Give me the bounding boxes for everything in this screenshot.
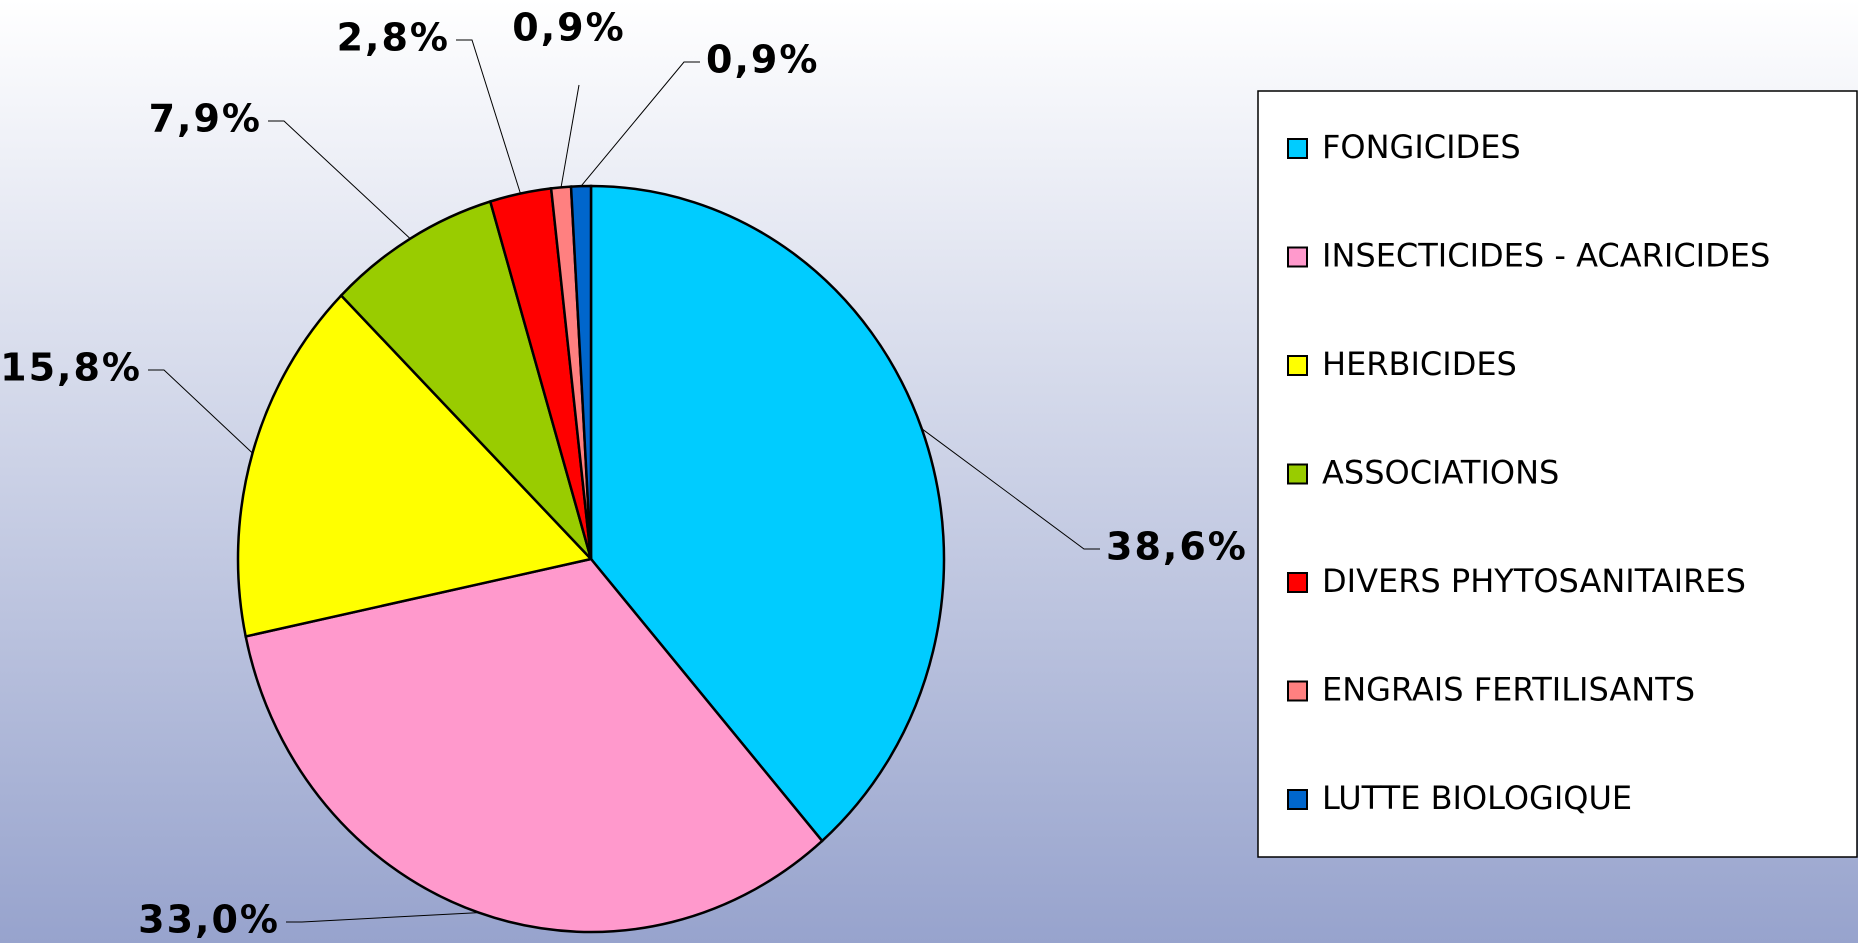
legend-label: LUTTE BIOLOGIQUE bbox=[1322, 779, 1632, 817]
leader-line bbox=[921, 428, 1100, 550]
leader-line bbox=[560, 84, 580, 188]
leader-line bbox=[456, 39, 521, 194]
pie-slice bbox=[589, 184, 946, 843]
leader-line bbox=[148, 369, 253, 454]
legend-swatch bbox=[1287, 789, 1308, 810]
leader-line bbox=[580, 61, 700, 187]
data-label: 0,9% bbox=[706, 38, 819, 82]
data-label: 33,0% bbox=[138, 898, 280, 942]
legend-label: ENGRAIS FERTILISANTS bbox=[1322, 671, 1695, 709]
data-label: 15,8% bbox=[0, 346, 142, 390]
legend-swatch bbox=[1287, 680, 1308, 702]
data-label: 7,9% bbox=[149, 97, 262, 141]
legend-label: FONGICIDES bbox=[1322, 128, 1521, 166]
legend-label: INSECTICIDES - ACARICIDES bbox=[1322, 237, 1770, 275]
leader-line bbox=[268, 120, 411, 240]
legend-label: HERBICIDES bbox=[1322, 345, 1517, 383]
legend-swatch bbox=[1287, 463, 1308, 485]
legend-label: ASSOCIATIONS bbox=[1322, 454, 1559, 492]
data-label: 2,8% bbox=[337, 16, 450, 60]
pie-slice bbox=[244, 557, 824, 934]
leader-line bbox=[286, 912, 479, 923]
legend-swatch bbox=[1287, 246, 1308, 268]
data-label: 0,9% bbox=[512, 6, 625, 50]
pie-slice bbox=[236, 293, 594, 638]
legend-swatch bbox=[1287, 572, 1308, 593]
legend-label: DIVERS PHYTOSANITAIRES bbox=[1322, 562, 1746, 600]
legend-swatch bbox=[1287, 138, 1308, 159]
legend-box bbox=[1257, 90, 1858, 858]
legend-swatch bbox=[1287, 355, 1308, 376]
data-label: 38,6% bbox=[1106, 525, 1248, 569]
